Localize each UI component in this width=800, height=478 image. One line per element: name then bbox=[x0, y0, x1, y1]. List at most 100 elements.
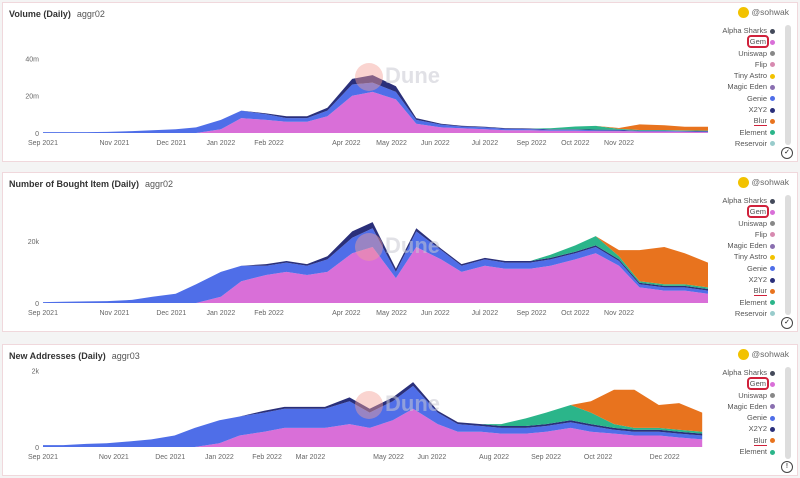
legend-scrollbar[interactable] bbox=[785, 367, 791, 459]
legend-label: Alpha Sharks bbox=[722, 368, 767, 377]
author-link[interactable]: @sohwak bbox=[737, 177, 789, 189]
legend-swatch bbox=[770, 221, 775, 227]
x-tick-label: Oct 2022 bbox=[561, 310, 590, 317]
legend-label: Tiny Astro bbox=[733, 71, 767, 81]
chart-title-text: New Addresses (Daily) bbox=[9, 351, 106, 361]
legend-item[interactable]: Element bbox=[722, 297, 775, 308]
legend-label: Genie bbox=[746, 93, 767, 103]
legend-scrollbar[interactable] bbox=[785, 195, 791, 315]
legend-item[interactable]: Gem bbox=[722, 377, 775, 391]
dune-watermark: Dune bbox=[355, 391, 440, 420]
legend-label: Gem bbox=[746, 205, 770, 219]
legend-item[interactable]: Element bbox=[722, 127, 775, 138]
legend-item[interactable]: Tiny Astro bbox=[722, 251, 775, 262]
legend-item[interactable]: Gem bbox=[722, 205, 775, 219]
legend-item[interactable]: Alpha Sharks bbox=[722, 195, 775, 206]
legend: Alpha Sharks Gem Uniswap Flip Tiny Astro Magi… bbox=[722, 25, 775, 149]
area-gem bbox=[43, 91, 708, 133]
legend-item[interactable]: Gem bbox=[722, 35, 775, 49]
legend-item[interactable]: Magic Eden bbox=[722, 401, 775, 412]
legend-scrollbar[interactable] bbox=[785, 25, 791, 145]
legend-item[interactable]: Genie bbox=[722, 93, 775, 104]
x-tick-label: Jan 2022 bbox=[207, 310, 236, 317]
dune-logo-icon bbox=[355, 233, 383, 262]
legend-item[interactable]: Magic Eden bbox=[722, 240, 775, 251]
legend-label: Uniswap bbox=[738, 48, 767, 58]
legend-swatch bbox=[770, 232, 775, 238]
x-tick-label: Jan 2022 bbox=[207, 140, 236, 147]
legend-swatch bbox=[770, 73, 775, 79]
legend-item[interactable]: X2Y2 bbox=[722, 274, 775, 285]
dune-watermark: Dune bbox=[355, 63, 440, 92]
watermark-text: Dune bbox=[385, 391, 440, 416]
check-icon[interactable]: ✓ bbox=[781, 147, 793, 159]
check-icon[interactable]: ✓ bbox=[781, 317, 793, 329]
legend-label: Blur bbox=[753, 435, 767, 446]
watermark-text: Dune bbox=[385, 233, 440, 258]
legend-label: Blur bbox=[753, 286, 767, 297]
legend-label: Alpha Sharks bbox=[722, 196, 767, 205]
chart-subtitle: aggr02 bbox=[76, 9, 105, 19]
legend-item[interactable]: Genie bbox=[722, 412, 775, 423]
x-tick-label: Apr 2022 bbox=[332, 310, 361, 317]
chart-title: Volume (Daily) aggr02 bbox=[9, 9, 105, 19]
legend-swatch bbox=[770, 266, 775, 272]
legend-item[interactable]: Blur bbox=[722, 115, 775, 127]
author-link[interactable]: @sohwak bbox=[737, 7, 789, 19]
x-tick-label: Sep 2022 bbox=[531, 454, 561, 461]
legend-item[interactable]: Blur bbox=[722, 285, 775, 297]
legend-item[interactable]: X2Y2 bbox=[722, 423, 775, 434]
y-tick-label: 40m bbox=[25, 56, 39, 63]
x-tick-label: Sep 2022 bbox=[517, 140, 547, 147]
author-link[interactable]: @sohwak bbox=[737, 349, 789, 361]
x-tick-label: Feb 2022 bbox=[252, 454, 282, 461]
legend-swatch bbox=[770, 209, 775, 215]
x-tick-label: Nov 2022 bbox=[604, 310, 634, 317]
x-tick-label: May 2022 bbox=[376, 140, 407, 147]
x-tick-label: Mar 2022 bbox=[296, 454, 326, 461]
legend-swatch bbox=[770, 415, 775, 421]
legend-swatch bbox=[770, 381, 775, 387]
area-genie bbox=[43, 228, 708, 303]
area-gem bbox=[43, 408, 703, 447]
chart-subtitle: aggr02 bbox=[145, 179, 174, 189]
legend-item[interactable]: X2Y2 bbox=[722, 104, 775, 115]
y-tick-label: 0 bbox=[35, 131, 39, 138]
info-icon[interactable]: ! bbox=[781, 461, 793, 473]
legend-item[interactable]: Flip bbox=[722, 229, 775, 240]
legend-swatch bbox=[770, 288, 775, 294]
legend-swatch bbox=[770, 28, 775, 34]
x-tick-label: Jun 2022 bbox=[417, 454, 446, 461]
legend-swatch bbox=[770, 51, 775, 57]
y-tick-label: 2k bbox=[32, 369, 40, 376]
legend-item[interactable]: Magic Eden bbox=[722, 81, 775, 92]
y-tick-label: 20k bbox=[28, 239, 40, 246]
legend-label: Element bbox=[739, 447, 767, 457]
legend-item[interactable]: Alpha Sharks bbox=[722, 25, 775, 36]
dune-watermark: Dune bbox=[355, 233, 440, 262]
legend-item[interactable]: Element bbox=[722, 446, 775, 457]
legend-item[interactable]: Flip bbox=[722, 59, 775, 70]
legend-label: Flip bbox=[754, 229, 767, 239]
legend-item[interactable]: Uniswap bbox=[722, 218, 775, 229]
legend-item[interactable]: Reservoir bbox=[722, 138, 775, 149]
legend-item[interactable]: Alpha Sharks bbox=[722, 367, 775, 378]
legend-item[interactable]: Blur bbox=[722, 435, 775, 446]
legend-item[interactable]: Uniswap bbox=[722, 390, 775, 401]
dune-logo-icon bbox=[355, 391, 383, 420]
legend-item[interactable]: Genie bbox=[722, 263, 775, 274]
y-tick-label: 0 bbox=[35, 445, 39, 452]
legend-item[interactable]: Reservoir bbox=[722, 308, 775, 319]
legend-swatch bbox=[770, 300, 775, 306]
legend-swatch bbox=[770, 96, 775, 102]
x-tick-label: Aug 2022 bbox=[479, 454, 509, 461]
legend-swatch bbox=[770, 85, 775, 90]
x-tick-label: Nov 2022 bbox=[604, 140, 634, 147]
legend-label: X2Y2 bbox=[748, 105, 767, 115]
legend-label: Blur bbox=[753, 116, 767, 127]
legend-item[interactable]: Uniswap bbox=[722, 48, 775, 59]
area-element bbox=[43, 382, 703, 446]
x-tick-label: Oct 2022 bbox=[561, 140, 590, 147]
legend-item[interactable]: Tiny Astro bbox=[722, 70, 775, 81]
x-tick-label: Feb 2022 bbox=[254, 140, 284, 147]
